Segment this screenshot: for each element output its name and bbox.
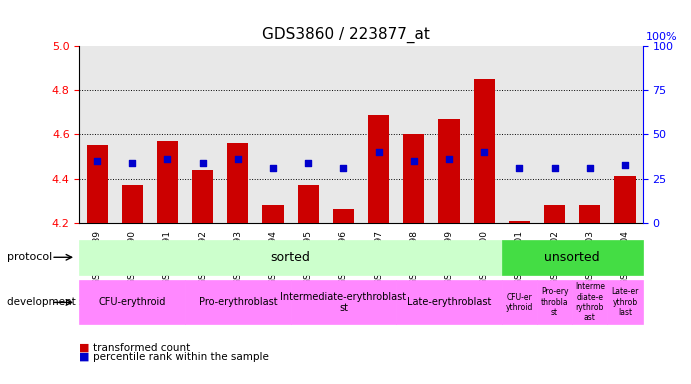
Bar (473, 79, 495, 223)
Point (408, 158, 419, 164)
Point (232, 156, 243, 162)
Text: percentile rank within the sample: percentile rank within the sample (93, 352, 269, 362)
Bar (614, 176, 636, 223)
Bar (157, 141, 178, 223)
Point (514, 164, 525, 170)
Point (162, 156, 173, 162)
Point (197, 160, 208, 166)
Bar (86, 146, 108, 223)
Text: CFU-er
ythroid: CFU-er ythroid (506, 293, 533, 312)
Text: GDS3860 / 223877_at: GDS3860 / 223877_at (262, 27, 429, 43)
Point (479, 149, 490, 155)
Bar (404, 134, 424, 223)
Text: CFU-erythroid: CFU-erythroid (99, 297, 166, 308)
Point (303, 160, 314, 166)
Point (338, 164, 349, 170)
Text: Interme
diate-e
rythrob
ast: Interme diate-e rythrob ast (575, 282, 605, 323)
Point (267, 164, 278, 170)
Text: Pro-ery
throbla
st: Pro-ery throbla st (541, 288, 569, 317)
Bar (439, 119, 460, 223)
Text: ■: ■ (79, 343, 90, 353)
Bar (579, 205, 600, 223)
Point (126, 160, 138, 166)
Point (620, 162, 631, 169)
Text: Late-er
ythrob
last: Late-er ythrob last (612, 288, 638, 317)
Text: sorted: sorted (271, 251, 310, 264)
Point (585, 164, 596, 170)
Point (444, 156, 455, 162)
Bar (192, 170, 214, 223)
Text: Pro-erythroblast: Pro-erythroblast (198, 297, 277, 308)
Text: protocol: protocol (7, 252, 52, 262)
Text: unsorted: unsorted (545, 251, 600, 264)
Bar (368, 114, 389, 223)
Point (91, 158, 102, 164)
Bar (333, 210, 354, 223)
Text: 100%: 100% (646, 32, 678, 42)
Text: development stage: development stage (7, 297, 108, 308)
Bar (227, 143, 248, 223)
Bar (122, 185, 143, 223)
Point (373, 149, 384, 155)
Text: transformed count: transformed count (93, 343, 191, 353)
Bar (509, 220, 530, 223)
Point (549, 164, 560, 170)
Bar (263, 205, 283, 223)
Bar (298, 185, 319, 223)
Text: Late-erythroblast: Late-erythroblast (407, 297, 491, 308)
Text: Intermediate-erythroblast
st: Intermediate-erythroblast st (281, 291, 406, 313)
Bar (544, 205, 565, 223)
Text: ■: ■ (79, 352, 90, 362)
